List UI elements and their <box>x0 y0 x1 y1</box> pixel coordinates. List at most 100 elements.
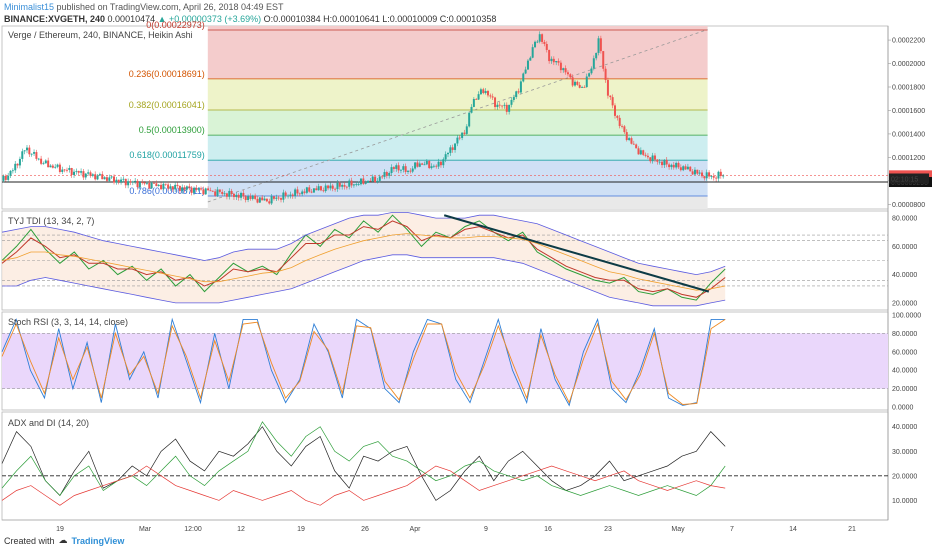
candle-body <box>658 161 661 163</box>
fib-label-0.5: 0.5(0.00013900) <box>139 125 205 135</box>
candle-body <box>348 180 351 187</box>
candle-body <box>232 193 235 198</box>
candle-body <box>124 178 127 186</box>
candle-body <box>597 38 600 53</box>
candle-body <box>33 152 36 154</box>
candle-body <box>284 192 287 196</box>
candle-body <box>18 158 21 166</box>
adx-series-0 <box>1 426 726 501</box>
price-axis-label: 0.0001800 <box>892 85 925 92</box>
candle-body <box>656 159 659 162</box>
candle-body <box>9 170 12 176</box>
candle-body <box>604 68 607 80</box>
candle-body <box>691 171 694 175</box>
candle-body <box>209 190 212 192</box>
candle-body <box>388 172 391 176</box>
candle-body <box>472 99 475 107</box>
candle-body <box>312 188 315 193</box>
countdown-bg <box>889 173 929 184</box>
candle-body <box>237 194 240 198</box>
candle-body <box>138 182 141 188</box>
candle-body <box>621 125 624 127</box>
tradingview-brand[interactable]: TradingView <box>71 535 125 546</box>
candle-body <box>679 167 682 171</box>
candle-body <box>496 104 499 108</box>
candle-body <box>2 175 5 181</box>
candle-body <box>291 194 294 196</box>
candle-body <box>512 97 515 100</box>
publish-header: Minimalist15 published on TradingView.co… <box>4 2 284 12</box>
candle-body <box>505 104 508 112</box>
candle-body <box>150 182 153 189</box>
symbol-label: BINANCE:XVGETH, 240 <box>4 14 106 24</box>
candle-body <box>557 61 560 63</box>
candle-body <box>559 62 562 71</box>
stoch-axis-label: 40.0000 <box>892 368 917 375</box>
time-axis-label: 21 <box>848 526 856 533</box>
candle-body <box>14 163 17 171</box>
candle-body <box>254 195 257 199</box>
adx-axis-label: 30.0000 <box>892 449 917 456</box>
stoch-axis-label: 20.0000 <box>892 386 917 393</box>
candle-body <box>225 193 228 197</box>
candle-body <box>160 184 163 190</box>
candle-body <box>336 182 339 190</box>
tdi-series-2 <box>1 233 726 291</box>
candle-body <box>230 190 233 194</box>
candle-body <box>73 171 76 175</box>
time-axis-label: 16 <box>544 526 552 533</box>
candle-body <box>294 189 297 196</box>
candle-body <box>715 177 718 179</box>
author-link[interactable]: Minimalist15 <box>4 2 55 12</box>
candle-body <box>359 178 362 185</box>
candle-body <box>719 171 722 176</box>
candle-body <box>508 104 511 112</box>
candle-body <box>23 150 26 152</box>
candle-body <box>117 179 120 182</box>
candle-body <box>599 38 602 52</box>
candle-body <box>430 166 433 169</box>
candle-body <box>628 138 631 140</box>
candle-body <box>223 193 226 195</box>
candle-body <box>265 198 268 202</box>
candle-body <box>526 60 529 70</box>
candle-body <box>131 181 134 183</box>
candle-body <box>665 159 668 165</box>
candle-body <box>282 192 285 200</box>
candle-body <box>409 170 412 172</box>
candle-body <box>425 161 428 165</box>
candle-body <box>451 147 454 150</box>
fib-zone-0 <box>207 26 708 79</box>
candle-body <box>58 164 61 172</box>
candle-body <box>322 190 325 192</box>
candle-body <box>355 184 358 185</box>
candle-body <box>341 185 344 187</box>
candle-body <box>287 195 290 197</box>
candle-body <box>129 181 132 183</box>
adx-axis-label: 10.0000 <box>892 498 917 505</box>
candle-body <box>510 99 513 105</box>
candle-body <box>390 167 393 173</box>
candle-body <box>414 162 417 169</box>
price-axis-label: 0.0001600 <box>892 108 925 115</box>
candle-body <box>383 172 386 177</box>
candle-body <box>717 171 720 179</box>
candle-body <box>75 170 78 172</box>
candle-body <box>152 182 155 184</box>
candle-body <box>51 165 54 168</box>
candle-body <box>174 184 177 190</box>
candle-body <box>235 194 238 198</box>
candle-body <box>407 170 410 172</box>
candle-body <box>115 179 118 183</box>
candle-body <box>183 187 186 190</box>
candle-body <box>298 193 301 195</box>
candle-body <box>101 174 104 180</box>
candle-body <box>385 172 388 176</box>
candle-body <box>524 69 527 74</box>
candle-body <box>404 166 407 172</box>
candle-body <box>552 58 555 63</box>
candle-body <box>456 137 459 144</box>
candle-body <box>701 172 704 177</box>
candle-body <box>249 196 252 199</box>
